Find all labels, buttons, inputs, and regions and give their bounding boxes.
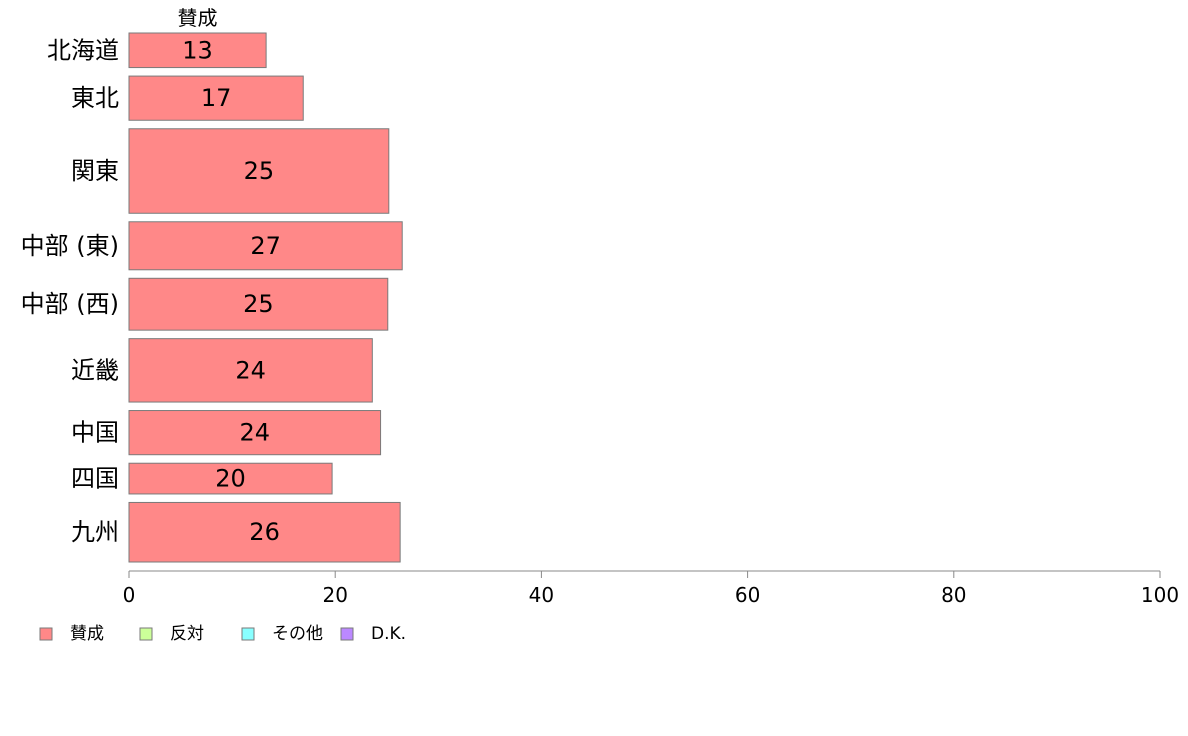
data-label: 13 <box>182 36 213 64</box>
x-tick-label: 0 <box>123 583 136 607</box>
category-label: 中国 <box>71 419 119 447</box>
x-axis: 0 20 40 60 80 100 <box>123 570 1179 607</box>
category-label: 九州 <box>71 518 119 546</box>
bar-segment <box>128 221 403 271</box>
data-label: 26 <box>249 518 280 546</box>
bar-segment <box>128 128 390 214</box>
data-label: 25 <box>244 157 275 185</box>
data-label: 20 <box>215 465 246 493</box>
legend-swatch <box>39 627 53 641</box>
legend-label: その他 <box>272 624 323 644</box>
category-label: 中部 (東) <box>21 232 119 260</box>
x-tick-label: 80 <box>941 583 966 607</box>
bar-segment <box>128 277 389 331</box>
data-label: 24 <box>240 419 271 447</box>
legend: 賛成 反対 その他 D.K. <box>39 624 406 644</box>
category-label: 中部 (西) <box>21 290 119 318</box>
bar-segment <box>128 462 333 495</box>
data-label: 24 <box>235 356 266 384</box>
legend-swatch <box>340 627 354 641</box>
legend-label: 賛成 <box>70 624 104 644</box>
x-tick-label: 20 <box>322 583 347 607</box>
data-label: 27 <box>250 232 281 260</box>
bar-segment <box>128 410 382 456</box>
category-label: 関東 <box>71 157 119 185</box>
legend-swatch <box>241 627 255 641</box>
legend-label: D.K. <box>371 624 406 644</box>
x-tick-label: 40 <box>529 583 554 607</box>
category-label: 東北 <box>71 84 119 112</box>
category-label: 近畿 <box>71 356 119 384</box>
legend-label: 反対 <box>170 624 204 644</box>
x-tick-label: 60 <box>735 583 760 607</box>
bar-segment <box>128 32 267 69</box>
category-label: 四国 <box>71 465 119 493</box>
legend-swatch <box>139 627 153 641</box>
series-top-label: 賛成 <box>178 6 218 30</box>
x-tick-label: 100 <box>1141 583 1179 607</box>
data-label: 17 <box>201 84 232 112</box>
bar-segment <box>128 338 373 403</box>
bar-segment <box>128 75 304 121</box>
bar-segment <box>128 501 401 563</box>
category-label: 北海道 <box>47 36 119 64</box>
data-label: 25 <box>243 290 274 318</box>
